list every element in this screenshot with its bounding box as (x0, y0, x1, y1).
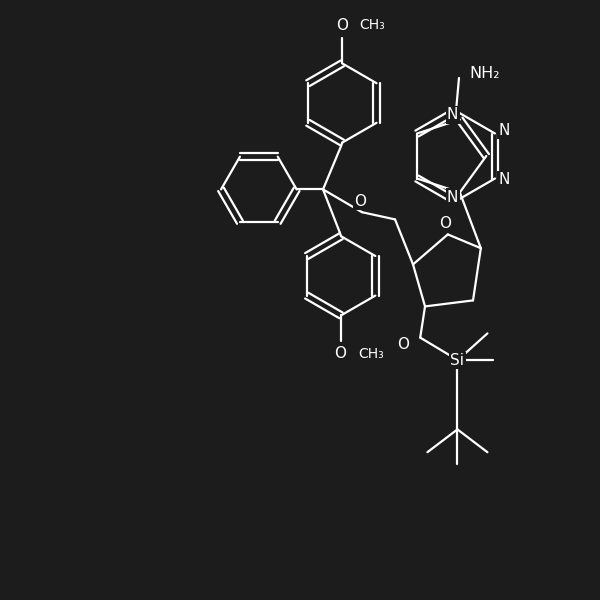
Text: Si: Si (451, 353, 464, 368)
Text: N: N (447, 107, 458, 122)
Text: NH₂: NH₂ (470, 65, 500, 80)
Text: N: N (498, 123, 509, 138)
Text: O: O (397, 337, 409, 352)
Text: O: O (439, 216, 451, 231)
Text: N: N (447, 190, 458, 205)
Text: O: O (354, 194, 366, 209)
Text: CH₃: CH₃ (359, 18, 385, 32)
Text: N: N (498, 172, 509, 187)
Text: CH₃: CH₃ (358, 347, 383, 361)
Text: O: O (334, 346, 346, 361)
Text: O: O (335, 17, 347, 32)
